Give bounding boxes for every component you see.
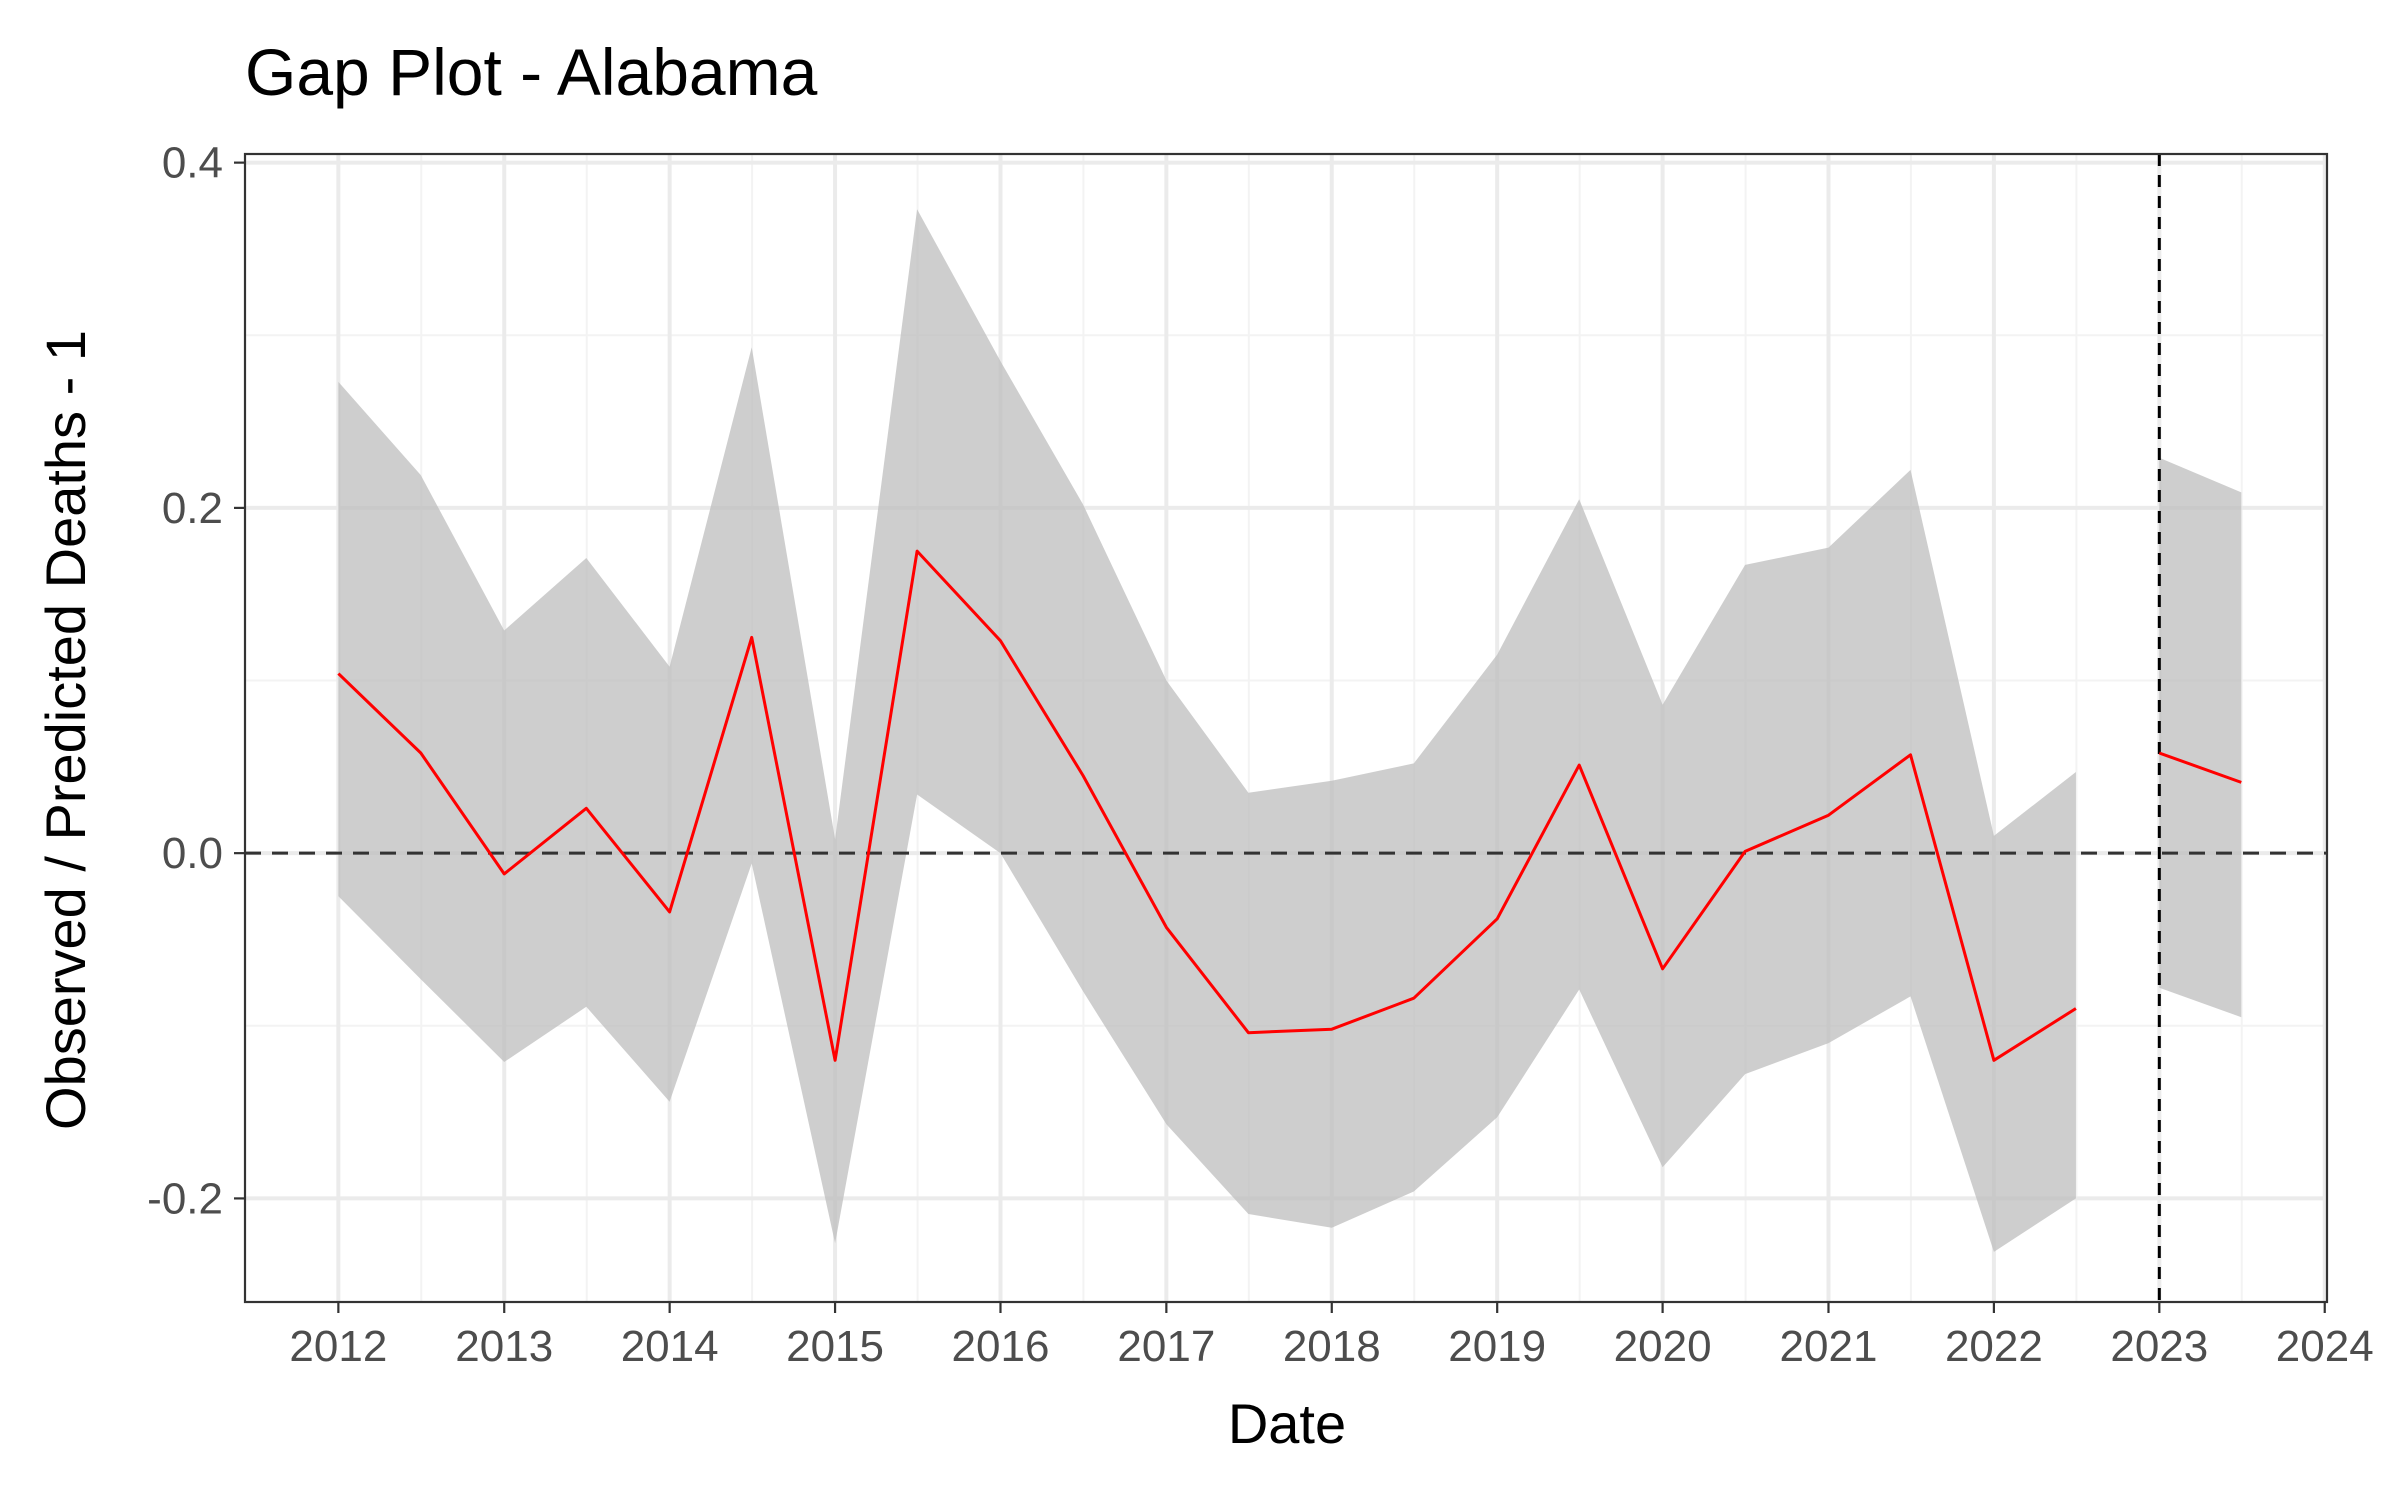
x-tick-label: 2024 bbox=[2276, 1322, 2374, 1371]
x-axis-title: Date bbox=[1228, 1392, 1346, 1455]
x-tick-label: 2012 bbox=[289, 1322, 387, 1371]
x-tick-label: 2019 bbox=[1448, 1322, 1546, 1371]
x-tick-label: 2013 bbox=[455, 1322, 553, 1371]
x-tick-label: 2017 bbox=[1117, 1322, 1215, 1371]
y-tick-label: 0.0 bbox=[162, 829, 223, 878]
x-axis: 2012 2013 2014 2015 2016 2017 2018 2019 2020 2021… bbox=[289, 1302, 2374, 1371]
x-tick-label: 2023 bbox=[2110, 1322, 2208, 1371]
gap-line-segment-2 bbox=[2158, 751, 2242, 784]
reference-lines bbox=[245, 154, 2327, 1302]
y-tick-label: 0.4 bbox=[162, 139, 223, 188]
x-tick-label: 2014 bbox=[621, 1322, 719, 1371]
panel-border bbox=[243, 152, 2329, 1304]
x-tick-label: 2021 bbox=[1780, 1322, 1878, 1371]
x-tick-label: 2022 bbox=[1945, 1322, 2043, 1371]
gap-line-segment-1 bbox=[337, 549, 2077, 1062]
x-tick-label: 2018 bbox=[1283, 1322, 1381, 1371]
x-tick-label: 2015 bbox=[786, 1322, 884, 1371]
y-axis: -0.2 0.0 0.2 0.4 bbox=[147, 139, 245, 1223]
confidence-ribbons bbox=[338, 209, 2242, 1252]
gap-lines bbox=[337, 549, 2242, 1062]
y-tick-label: 0.2 bbox=[162, 484, 223, 533]
confidence-ribbon-2 bbox=[2159, 457, 2242, 1018]
y-axis-title: Observed / Predicted Deaths - 1 bbox=[34, 330, 97, 1130]
confidence-ribbon-1 bbox=[338, 209, 2076, 1252]
y-tick-label: -0.2 bbox=[147, 1174, 223, 1223]
x-tick-label: 2020 bbox=[1614, 1322, 1712, 1371]
x-tick-label: 2016 bbox=[952, 1322, 1050, 1371]
chart-title: Gap Plot - Alabama bbox=[245, 35, 818, 109]
